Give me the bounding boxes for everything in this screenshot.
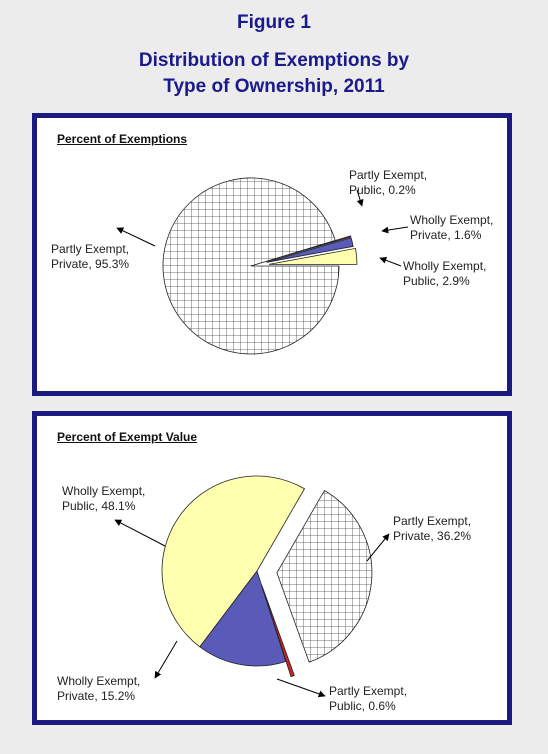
- leader-arrow: [366, 533, 390, 562]
- chart-title: Percent of Exemptions: [57, 132, 188, 146]
- leader-arrow: [381, 226, 409, 234]
- leader-arrow: [356, 189, 364, 207]
- chart-title: Percent of Exempt Value: [57, 430, 198, 444]
- leader-arrow: [116, 227, 156, 247]
- leader-arrow: [154, 640, 178, 679]
- label-wholly-exempt-public: Wholly Exempt, Public, 48.1%: [62, 484, 146, 513]
- leader-arrow: [114, 519, 166, 547]
- pie-slice-wholly-exempt-public: [268, 247, 358, 265]
- pie-slice-wholly-exempt-private: [199, 570, 287, 667]
- label-wholly-exempt-private: Wholly Exempt, Private, 15.2%: [57, 674, 141, 703]
- figure-title-line1: Distribution of Exemptions by: [138, 50, 410, 71]
- label-partly-exempt-public: Partly Exempt, Public, 0.6%: [329, 684, 408, 713]
- exemptions-chart-panel: Percent of Exemptions Partly Exempt, Priv…: [32, 113, 512, 396]
- pie-slice-wholly-exempt-private: [266, 237, 354, 263]
- leader-arrow: [276, 678, 326, 698]
- exemptions-pie-chart: [116, 177, 409, 355]
- pie-slice-partly-exempt-private: [276, 489, 373, 663]
- label-partly-exempt-public: Partly Exempt, Public, 0.2%: [349, 168, 428, 197]
- exempt-value-chart-panel: Percent of Exempt Value Wholly Exempt, Pu…: [32, 411, 512, 725]
- pie-slice-partly-exempt-public: [261, 586, 295, 678]
- label-wholly-exempt-public: Wholly Exempt, Public, 2.9%: [403, 259, 487, 288]
- label-partly-exempt-private: Partly Exempt, Private, 36.2%: [393, 514, 472, 543]
- figure-title-line2: Type of Ownership, 2011: [163, 76, 385, 97]
- leader-arrow: [379, 256, 402, 267]
- label-wholly-exempt-private: Wholly Exempt, Private, 1.6%: [410, 213, 494, 242]
- label-partly-exempt-private: Partly Exempt, Private, 95.3%: [51, 242, 130, 271]
- figure-number: Figure 1: [237, 12, 311, 33]
- exempt-value-pie-chart: [114, 475, 390, 698]
- pie-slice-partly-exempt-private: [162, 177, 340, 355]
- pie-slice-wholly-exempt-public: [161, 475, 306, 648]
